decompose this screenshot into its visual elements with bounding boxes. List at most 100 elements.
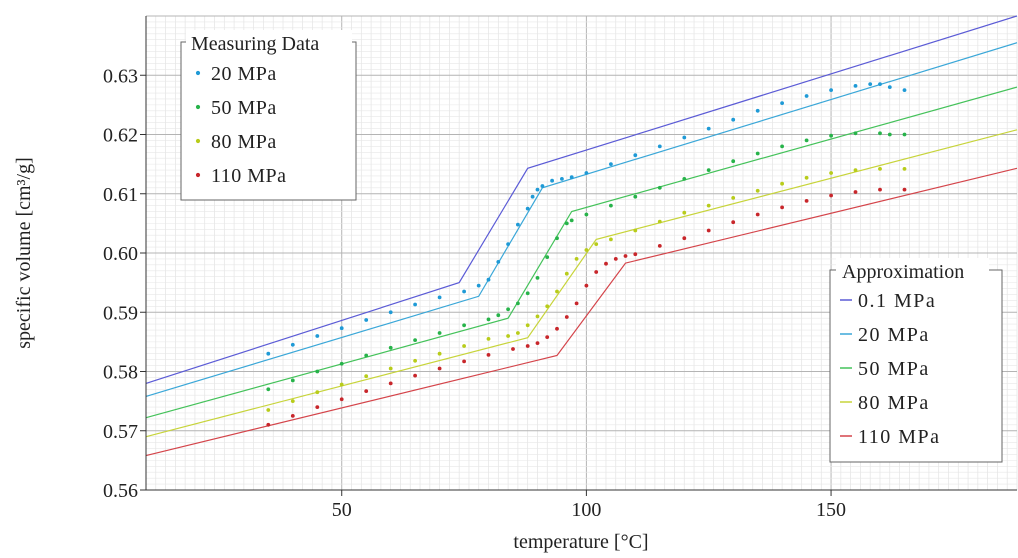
data-point-1-16 <box>555 236 559 241</box>
y-tick-label: 0.56 <box>103 480 138 502</box>
data-point-0-20 <box>569 175 574 180</box>
data-point-3-32 <box>878 187 882 192</box>
data-point-2-23 <box>682 210 687 215</box>
data-point-0-12 <box>506 242 510 247</box>
data-point-1-6 <box>413 338 417 342</box>
data-point-0-1 <box>290 342 295 347</box>
data-point-2-3 <box>339 382 344 387</box>
legend-label: 110 MPa <box>858 426 941 448</box>
approximation-line-4 <box>145 167 1018 457</box>
data-point-3-7 <box>437 366 442 371</box>
data-point-3-23 <box>657 244 662 248</box>
y-tick-label: 0.60 <box>103 243 138 265</box>
measured-points <box>266 82 907 427</box>
data-point-3-20 <box>613 257 618 261</box>
data-point-2-8 <box>462 344 466 348</box>
data-point-0-10 <box>486 277 491 282</box>
data-point-3-6 <box>413 373 417 378</box>
legend-label: 110 MPa <box>211 165 287 187</box>
data-point-2-9 <box>486 337 491 341</box>
data-point-2-27 <box>780 181 784 186</box>
data-point-3-12 <box>535 341 540 345</box>
data-point-1-5 <box>388 345 393 350</box>
data-point-3-26 <box>731 220 736 225</box>
data-point-3-33 <box>902 187 907 192</box>
data-point-2-4 <box>364 374 369 379</box>
data-point-3-3 <box>339 397 344 402</box>
data-point-1-11 <box>506 307 510 312</box>
data-point-2-11 <box>516 331 520 335</box>
data-point-0-14 <box>525 206 530 211</box>
data-point-1-1 <box>290 378 295 383</box>
data-point-3-30 <box>829 193 833 198</box>
data-point-1-0 <box>266 387 271 392</box>
data-point-0-23 <box>633 153 638 158</box>
approximation-line-3 <box>145 129 1018 438</box>
data-point-3-15 <box>564 315 569 319</box>
data-point-3-21 <box>623 254 628 258</box>
legend-measuring-title-bg <box>186 30 352 56</box>
data-point-1-7 <box>437 331 442 335</box>
approximation-line-2 <box>145 86 1018 419</box>
data-point-0-6 <box>413 302 417 307</box>
data-point-2-20 <box>609 237 613 242</box>
data-point-3-13 <box>545 335 550 339</box>
y-tick-label: 0.59 <box>103 302 138 324</box>
data-point-2-25 <box>731 196 736 200</box>
data-point-0-22 <box>609 162 613 167</box>
data-point-3-1 <box>290 414 295 418</box>
data-point-0-16 <box>535 187 540 192</box>
data-point-0-26 <box>706 126 711 131</box>
data-point-1-9 <box>486 317 491 322</box>
data-point-3-28 <box>780 205 784 210</box>
data-point-0-21 <box>584 171 589 175</box>
legend-label: 80 MPa <box>211 131 277 153</box>
data-point-0-28 <box>755 108 760 113</box>
data-point-2-2 <box>315 390 320 395</box>
data-point-0-4 <box>364 318 369 322</box>
data-point-0-24 <box>657 144 662 149</box>
data-point-2-15 <box>555 289 559 294</box>
data-point-1-2 <box>315 369 320 374</box>
data-point-1-22 <box>657 185 662 190</box>
data-point-3-14 <box>555 326 559 331</box>
data-point-1-8 <box>462 323 466 328</box>
legend-marker <box>195 70 201 76</box>
y-tick-label: 0.57 <box>103 421 138 443</box>
data-point-0-15 <box>530 194 535 199</box>
y-tick-label: 0.62 <box>103 125 138 147</box>
data-point-1-33 <box>902 132 907 137</box>
legend-marker <box>195 172 201 178</box>
data-point-1-26 <box>755 151 760 156</box>
legend-label: 0.1 MPa <box>858 290 936 312</box>
data-point-0-31 <box>829 88 833 92</box>
data-point-1-12 <box>516 301 520 306</box>
y-tick-label: 0.63 <box>103 65 138 87</box>
data-point-0-34 <box>878 82 882 86</box>
data-point-3-29 <box>804 199 809 203</box>
data-point-0-35 <box>887 85 892 89</box>
data-point-0-36 <box>902 88 907 92</box>
data-point-0-9 <box>476 283 481 288</box>
legend-label: 50 MPa <box>211 97 277 119</box>
data-point-2-19 <box>594 242 599 247</box>
legend-measuring-box <box>180 41 357 201</box>
data-point-3-27 <box>755 212 760 217</box>
tick-labels: 50 100 150 0.56 0.57 0.58 0.59 0.60 0.61 0.62 0.63 <box>103 65 846 521</box>
data-point-0-33 <box>868 82 873 86</box>
data-point-0-17 <box>540 184 545 188</box>
data-point-3-2 <box>315 405 320 409</box>
data-point-0-18 <box>550 178 554 183</box>
data-point-1-24 <box>706 168 711 173</box>
data-point-2-24 <box>706 203 711 208</box>
legend-measuring-title: Measuring Data <box>191 33 319 55</box>
y-tick-label: 0.58 <box>103 362 138 384</box>
legend-approximation-title-bg <box>836 258 989 284</box>
data-point-2-6 <box>413 358 417 363</box>
data-point-0-25 <box>682 135 687 140</box>
data-point-0-5 <box>388 310 393 315</box>
data-point-0-32 <box>853 84 858 88</box>
data-point-0-27 <box>731 117 736 122</box>
data-point-0-7 <box>437 295 442 300</box>
legend-approximation-title: Approximation <box>842 261 964 283</box>
